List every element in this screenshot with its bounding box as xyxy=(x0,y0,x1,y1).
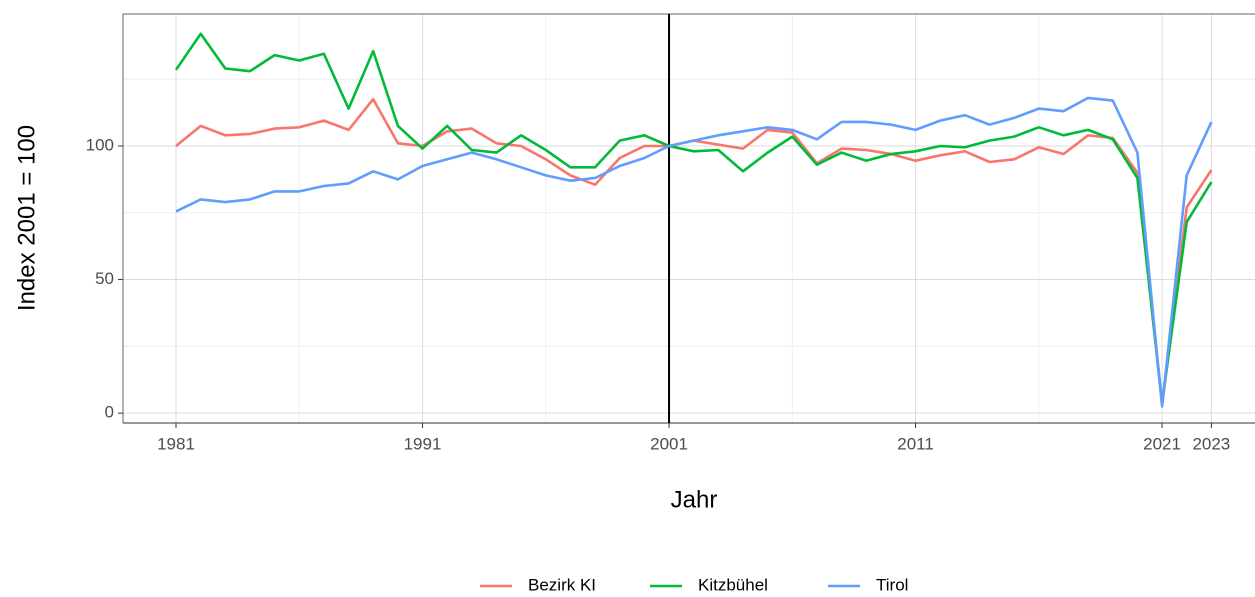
legend-label: Kitzbühel xyxy=(698,575,768,594)
panel-border xyxy=(122,13,1255,423)
x-tick-label: 2001 xyxy=(650,434,688,453)
x-tick-label: 2021 xyxy=(1143,434,1181,453)
y-tick-label: 100 xyxy=(86,135,114,154)
y-axis-title: Index 2001 = 100 xyxy=(13,125,40,311)
legend-label: Tirol xyxy=(876,575,908,594)
y-tick-label: 50 xyxy=(95,269,114,288)
series-line xyxy=(174,32,1213,404)
legend-label: Bezirk KI xyxy=(528,575,596,594)
plot-background xyxy=(123,14,1255,423)
x-tick-label: 1981 xyxy=(157,434,195,453)
x-tick-label: 1991 xyxy=(404,434,442,453)
series-line xyxy=(175,96,1213,408)
x-axis-title: Jahr xyxy=(671,486,718,513)
y-tick-label: 0 xyxy=(105,403,114,422)
x-tick-label: 2023 xyxy=(1192,434,1230,453)
x-tick-label: 2011 xyxy=(897,434,934,453)
